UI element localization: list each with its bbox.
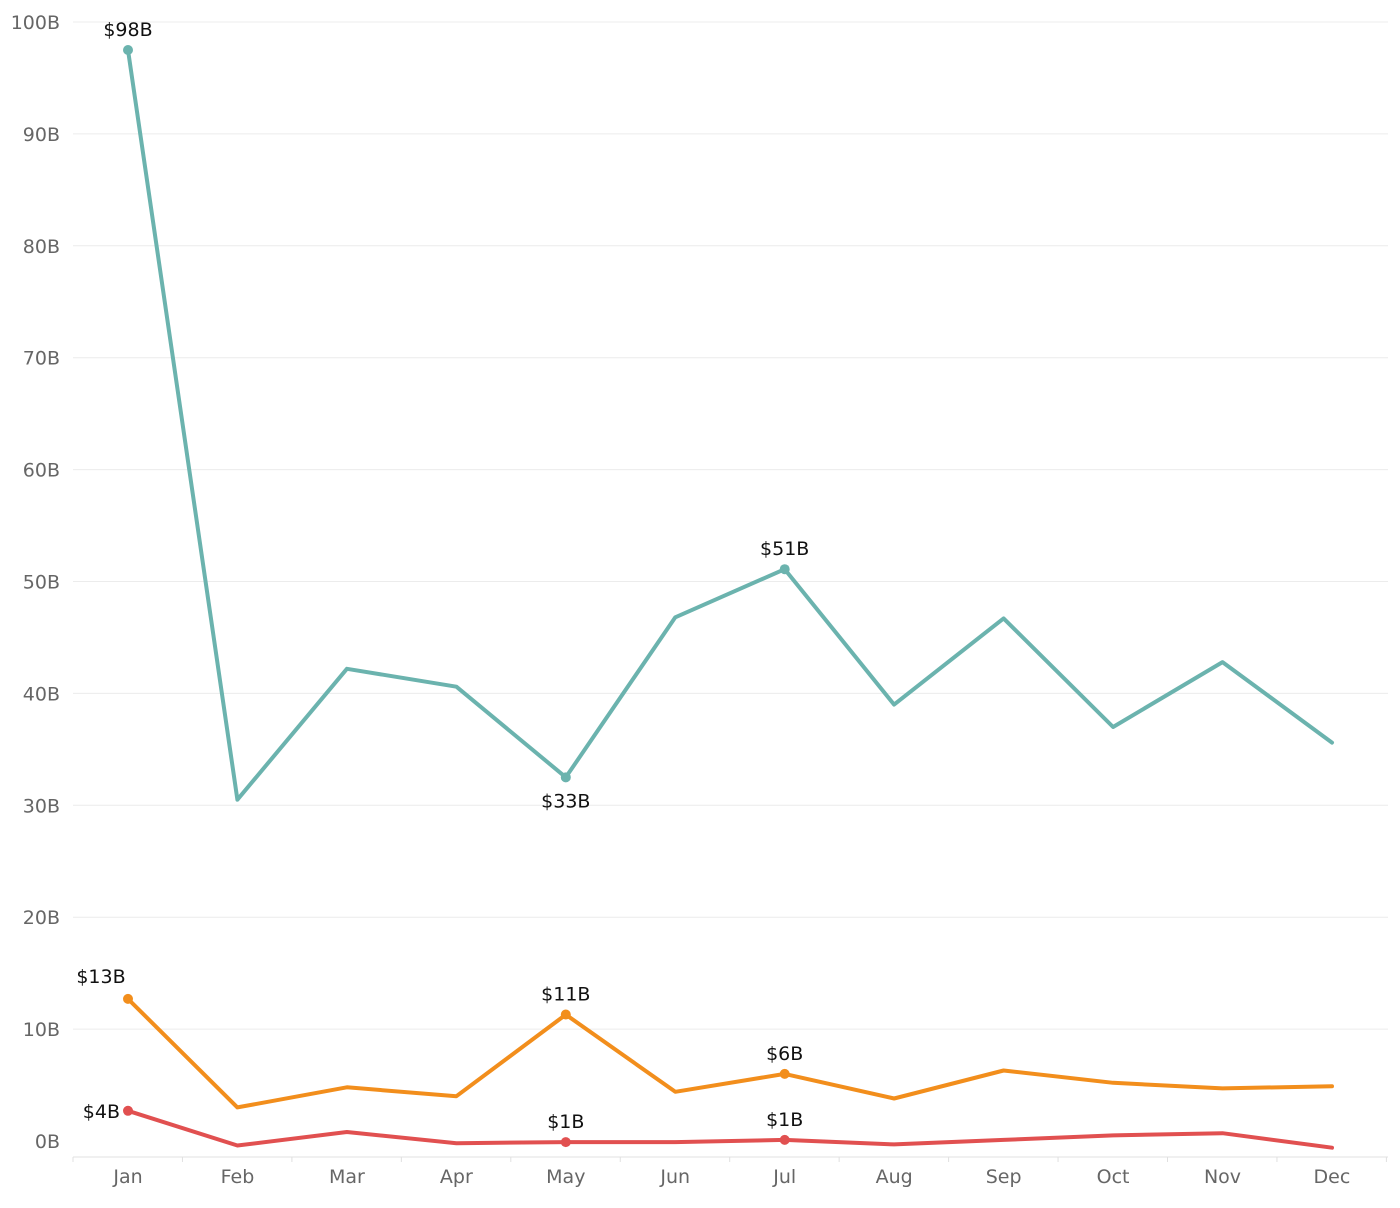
x-tick-label-jun: Jun bbox=[659, 1166, 690, 1188]
y-tick-label: 90B bbox=[23, 124, 60, 146]
y-tick-label: 60B bbox=[23, 460, 60, 482]
y-tick-label: 50B bbox=[23, 572, 60, 594]
data-point-marker bbox=[779, 564, 790, 575]
data-labels: $98B $33B $51B $13B $11B $6B $4B $1B $1B bbox=[76, 19, 809, 1133]
data-label: $33B bbox=[541, 790, 590, 812]
y-tick-label: 100B bbox=[11, 12, 60, 34]
data-label: $4B bbox=[83, 1101, 120, 1123]
x-tick-label-apr: Apr bbox=[440, 1166, 473, 1188]
data-point-marker bbox=[560, 1137, 571, 1148]
series-line-3 bbox=[126, 1108, 1334, 1150]
data-label: $6B bbox=[766, 1043, 803, 1065]
y-tick-label: 10B bbox=[23, 1019, 60, 1041]
data-label: $51B bbox=[760, 538, 809, 560]
y-tick-label: 20B bbox=[23, 907, 60, 929]
gridlines bbox=[73, 21, 1388, 1030]
x-tick-label-oct: Oct bbox=[1097, 1166, 1130, 1188]
x-tick-label-may: May bbox=[546, 1166, 585, 1188]
y-tick-label: 40B bbox=[23, 683, 60, 705]
x-tick-label-mar: Mar bbox=[329, 1166, 365, 1188]
series-line-1 bbox=[126, 48, 1334, 802]
x-tick-label-aug: Aug bbox=[876, 1166, 913, 1188]
data-point-marker bbox=[779, 1068, 790, 1079]
data-point-marker bbox=[560, 1009, 571, 1020]
y-tick-label: 30B bbox=[23, 795, 60, 817]
data-point-marker bbox=[123, 44, 133, 55]
x-tick-label-sep: Sep bbox=[986, 1166, 1022, 1188]
y-tick-label: 0B bbox=[35, 1131, 60, 1153]
data-label: $1B bbox=[766, 1109, 803, 1131]
x-tick-label-dec: Dec bbox=[1314, 1166, 1351, 1188]
series-lines bbox=[123, 44, 1334, 1150]
data-point-marker bbox=[123, 1105, 133, 1116]
data-label: $13B bbox=[76, 966, 125, 988]
y-tick-label: 70B bbox=[23, 348, 60, 370]
x-tick-label-jan: Jan bbox=[112, 1166, 142, 1188]
y-tick-label: 80B bbox=[23, 236, 60, 258]
x-tick-label-jul: Jul bbox=[772, 1166, 796, 1188]
data-point-marker bbox=[560, 772, 571, 783]
series-line-2 bbox=[126, 996, 1334, 1110]
data-label: $1B bbox=[547, 1111, 584, 1133]
x-tick-label-feb: Feb bbox=[221, 1166, 255, 1188]
data-point-marker bbox=[779, 1134, 790, 1145]
data-label: $98B bbox=[103, 19, 152, 41]
x-tick-label-nov: Nov bbox=[1204, 1166, 1241, 1188]
data-label: $11B bbox=[541, 984, 590, 1006]
axes: 0B 10B 20B 30B 40B 50B 60B 70B 80B 90B 100B Jan Feb M… bbox=[11, 12, 1388, 1188]
data-point-marker bbox=[123, 993, 133, 1004]
